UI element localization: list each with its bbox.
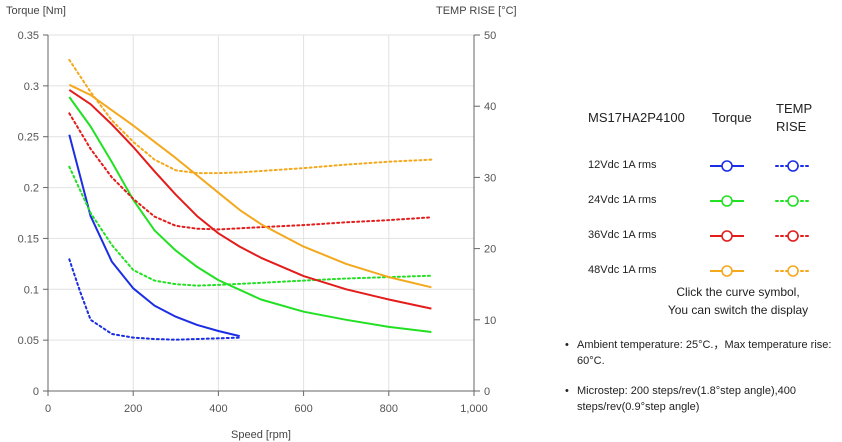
legend-symbol-marker <box>721 195 733 207</box>
torque-curve-3 <box>68 89 432 310</box>
legend-label: 12Vdc 1A rms <box>588 159 657 171</box>
legend-symbol-marker <box>721 265 733 277</box>
legend-row-3: 36Vdc 1A rms <box>588 226 820 246</box>
legend-temp-symbol-1[interactable] <box>774 156 814 176</box>
x-tick-label: 600 <box>294 403 312 415</box>
hint-line-2: You can switch the display <box>667 303 809 317</box>
x-tick-label: 0 <box>45 403 51 415</box>
series-layer <box>68 58 433 341</box>
hint-line-1: Click the curve symbol, <box>676 285 800 299</box>
legend-symbol-marker <box>721 160 733 172</box>
left-tick-label: 0.35 <box>18 30 39 42</box>
grid <box>47 34 475 392</box>
x-tick-label: 1,000 <box>460 403 488 415</box>
legend-temp-symbol-3[interactable] <box>774 226 814 246</box>
legend-symbol-marker <box>721 230 733 242</box>
legend-torque-header: Torque <box>712 110 752 125</box>
right-tick-label: 10 <box>484 315 496 327</box>
left-tick-label: 0.2 <box>24 183 39 195</box>
legend-symbol-marker <box>787 230 799 242</box>
right-tick-label: 30 <box>484 172 496 184</box>
legend-symbol-marker <box>787 195 799 207</box>
legend-temp-header: TEMP RISE <box>776 100 816 136</box>
temp-curve-4 <box>68 58 433 175</box>
legend-header: MS17HA2P4100 Torque TEMP RISE <box>588 98 820 138</box>
right-tick-label: 0 <box>484 386 490 398</box>
hint-text: Click the curve symbol, You can switch t… <box>648 283 828 319</box>
legend-row-4: 48Vdc 1A rms <box>588 261 820 281</box>
legend-model-name: MS17HA2P4100 <box>588 110 685 125</box>
legend-torque-symbol-4[interactable] <box>708 261 748 281</box>
legend-temp-header-line2: RISE <box>776 119 807 134</box>
legend-torque-symbol-3[interactable] <box>708 226 748 246</box>
legend-torque-symbol-2[interactable] <box>708 191 748 211</box>
legend-label: 48Vdc 1A rms <box>588 264 657 276</box>
temp-curve-3 <box>68 112 433 231</box>
legend-temp-symbol-2[interactable] <box>774 191 814 211</box>
right-tick-label: 40 <box>484 101 496 113</box>
x-tick-label: 800 <box>380 403 398 415</box>
torque-speed-chart: 00.050.10.150.20.250.30.350 200 400 600 800 1… <box>6 5 517 441</box>
notes-list: Ambient temperature: 25°C.，Max temperatu… <box>563 337 833 415</box>
x-tick-label: 400 <box>209 403 227 415</box>
legend-temp-symbol-4[interactable] <box>774 261 814 281</box>
legend-torque-symbol-1[interactable] <box>708 156 748 176</box>
left-tick-label: 0.15 <box>18 233 39 245</box>
x-tick-label: 200 <box>124 403 142 415</box>
left-tick-label: 0 <box>33 386 39 398</box>
torque-curve-1 <box>68 134 240 338</box>
legend-symbol-marker <box>787 160 799 172</box>
torque-curve-2 <box>68 96 432 333</box>
left-tick-label: 0.25 <box>18 132 39 144</box>
left-tick-label: 0.3 <box>24 81 39 93</box>
note-microstep: Microstep: 200 steps/rev(1.8°step angle)… <box>563 383 833 415</box>
legend-row-1: 12Vdc 1A rms <box>588 156 820 176</box>
axes: 00.050.10.150.20.250.30.350 200 400 600 800 1… <box>18 30 497 415</box>
left-tick-label: 0.05 <box>18 335 39 347</box>
right-tick-label: 50 <box>484 30 496 42</box>
note-ambient: Ambient temperature: 25°C.，Max temperatu… <box>563 337 833 369</box>
x-axis-title: Speed [rpm] <box>231 429 291 441</box>
legend-temp-header-line1: TEMP <box>776 101 813 116</box>
legend-row-2: 24Vdc 1A rms <box>588 191 820 211</box>
left-axis-title: Torque [Nm] <box>6 5 66 17</box>
right-tick-label: 20 <box>484 244 496 256</box>
legend-label: 36Vdc 1A rms <box>588 229 657 241</box>
legend-label: 24Vdc 1A rms <box>588 194 657 206</box>
legend-symbol-marker <box>787 265 799 277</box>
left-tick-label: 0.1 <box>24 284 39 296</box>
torque-curve-4 <box>68 83 432 289</box>
right-axis-title: TEMP RISE [°C] <box>436 5 517 17</box>
temp-curve-1 <box>68 258 241 341</box>
temp-curve-2 <box>68 165 433 287</box>
